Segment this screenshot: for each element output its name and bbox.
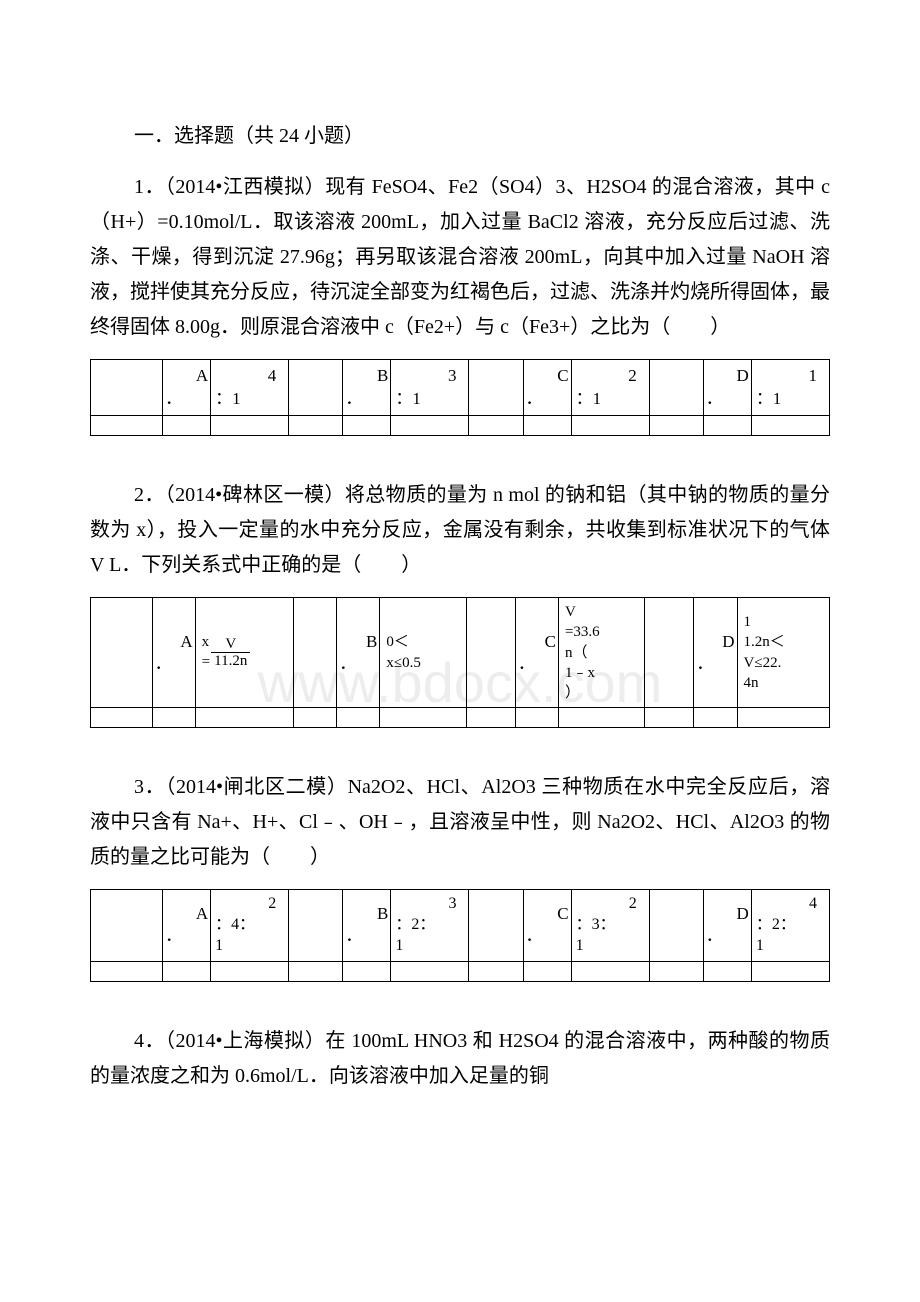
empty-cell (558, 708, 644, 728)
empty-cell (694, 708, 737, 728)
question-text: 2．（2014•碑林区一模）将总物质的量为 n mol 的钠和铝（其中钠的物质的… (90, 478, 830, 583)
option-cell: 4：2：1 (751, 890, 829, 961)
option-cell: 2：1 (571, 360, 649, 416)
empty-cell (703, 416, 751, 436)
empty-cell (343, 416, 391, 436)
option-cell: C． (523, 360, 571, 416)
option-cell (645, 598, 694, 708)
question-text: 1．（2014•江西模拟）现有 FeSO4、Fe2（SO4）3、H2SO4 的混… (90, 170, 830, 345)
option-cell: B． (337, 598, 380, 708)
empty-cell (645, 708, 694, 728)
option-cell: B． (343, 890, 391, 961)
empty-cell (91, 961, 163, 981)
option-cell: 4：1 (211, 360, 289, 416)
empty-cell (469, 416, 523, 436)
empty-cell (294, 708, 337, 728)
empty-cell (152, 708, 195, 728)
empty-cell (751, 416, 829, 436)
empty-cell (649, 961, 703, 981)
empty-cell (337, 708, 380, 728)
question-text: 3．（2014•闸北区二模）Na2O2、HCl、Al2O3 三种物质在水中完全反… (90, 770, 830, 875)
option-cell: C． (523, 890, 571, 961)
empty-cell (523, 416, 571, 436)
empty-cell (163, 416, 211, 436)
option-cell (469, 890, 523, 961)
option-cell: D． (694, 598, 737, 708)
empty-cell (571, 961, 649, 981)
option-cell: 2：4：1 (211, 890, 289, 961)
option-cell: 3：2：1 (391, 890, 469, 961)
empty-cell (343, 961, 391, 981)
empty-cell (523, 961, 571, 981)
option-cell: C． (515, 598, 558, 708)
empty-cell (737, 708, 829, 728)
option-cell (294, 598, 337, 708)
option-cell: 11.2n＜V≤22.4n (737, 598, 829, 708)
empty-cell (91, 416, 163, 436)
empty-cell (195, 708, 294, 728)
empty-cell (391, 961, 469, 981)
option-cell (469, 360, 523, 416)
option-cell (649, 360, 703, 416)
empty-cell (751, 961, 829, 981)
option-cell (91, 360, 163, 416)
option-cell: 1：1 (751, 360, 829, 416)
option-cell: 3：1 (391, 360, 469, 416)
options-table: A．2：4：1 B．3：2：1 C．2：3：1 D．4：2：1 (90, 889, 830, 981)
empty-cell (91, 708, 153, 728)
empty-cell (466, 708, 515, 728)
empty-cell (571, 416, 649, 436)
section-header: 一．选择题（共 24 小题） (90, 120, 830, 152)
option-cell (466, 598, 515, 708)
options-table: A．x=V11.2n B．0＜x≤0.5 C．V=33.6n（1﹣x） D．11.2n… (90, 597, 830, 728)
empty-cell (211, 961, 289, 981)
option-cell (91, 598, 153, 708)
empty-cell (515, 708, 558, 728)
option-cell: x=V11.2n (195, 598, 294, 708)
option-cell: V=33.6n（1﹣x） (558, 598, 644, 708)
empty-cell (469, 961, 523, 981)
empty-cell (163, 961, 211, 981)
option-cell (649, 890, 703, 961)
option-cell: D． (703, 360, 751, 416)
empty-cell (289, 416, 343, 436)
question-text: 4．（2014•上海模拟）在 100mL HNO3 和 H2SO4 的混合溶液中… (90, 1024, 830, 1094)
option-cell (91, 890, 163, 961)
options-table: A．4：1 B．3：1 C．2：1 D．1：1 (90, 359, 830, 436)
empty-cell (649, 416, 703, 436)
option-cell (289, 360, 343, 416)
option-cell: A． (152, 598, 195, 708)
option-cell: A． (163, 890, 211, 961)
option-cell: 2：3：1 (571, 890, 649, 961)
option-cell: A． (163, 360, 211, 416)
empty-cell (211, 416, 289, 436)
option-cell: 0＜x≤0.5 (380, 598, 466, 708)
empty-cell (289, 961, 343, 981)
option-cell (289, 890, 343, 961)
empty-cell (703, 961, 751, 981)
empty-cell (391, 416, 469, 436)
empty-cell (380, 708, 466, 728)
option-cell: D． (703, 890, 751, 961)
option-cell: B． (343, 360, 391, 416)
